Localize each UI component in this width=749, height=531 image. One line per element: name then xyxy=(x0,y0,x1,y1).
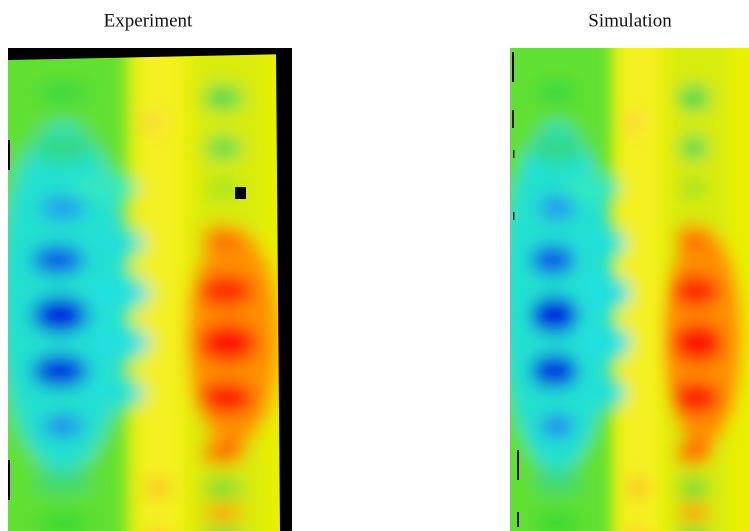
artifact xyxy=(517,450,519,480)
image-border xyxy=(8,140,10,170)
figure: Experiment Simulation xyxy=(0,0,749,531)
experiment-panel: Experiment xyxy=(0,10,308,531)
experiment-image xyxy=(0,28,308,531)
panel-title: Experiment xyxy=(104,10,193,31)
simulation-panel: Simulation xyxy=(493,10,749,531)
panel-title: Simulation xyxy=(588,10,672,31)
artifact xyxy=(513,212,515,220)
artifact xyxy=(512,52,514,82)
image-border xyxy=(8,460,10,500)
simulation-image xyxy=(493,28,749,531)
artifact xyxy=(513,150,515,158)
defect xyxy=(235,187,246,199)
artifact xyxy=(512,110,514,128)
artifact xyxy=(517,512,519,527)
